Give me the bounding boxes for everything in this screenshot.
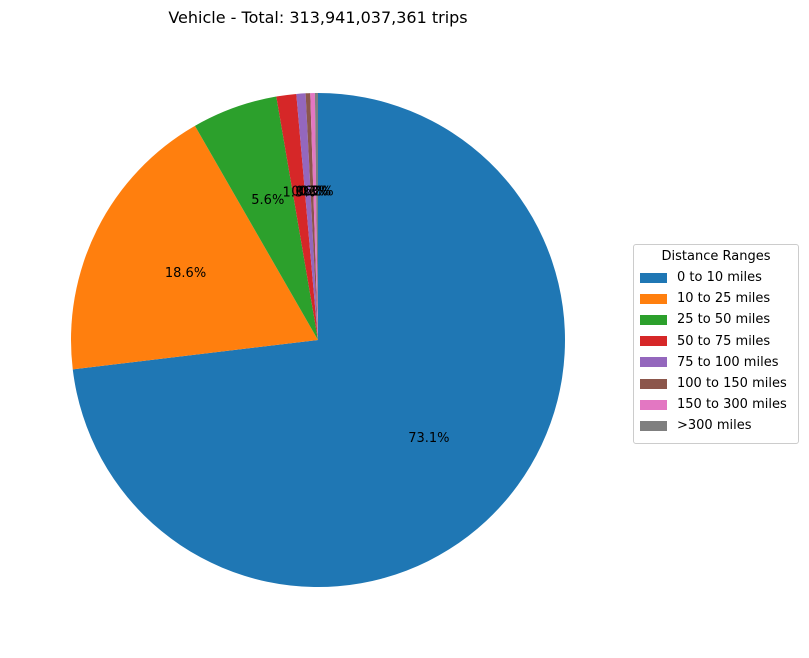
legend-swatch — [640, 336, 667, 347]
legend-item: >300 miles — [640, 415, 792, 436]
pie-slice — [305, 93, 318, 340]
legend-swatch — [640, 399, 667, 410]
legend-swatch — [640, 420, 667, 431]
legend-item: 50 to 75 miles — [640, 331, 792, 352]
pie-slice — [72, 93, 566, 588]
pie-slice — [314, 93, 318, 340]
slice-percent-label: 18.6% — [165, 266, 206, 281]
pie-slice — [296, 93, 318, 340]
pie-slice — [276, 93, 318, 340]
legend-label: 10 to 25 miles — [677, 291, 771, 307]
legend-swatch — [640, 272, 667, 283]
slice-percent-label: 0.6% — [291, 185, 324, 200]
chart-title: Vehicle - Total: 313,941,037,361 trips — [168, 8, 468, 27]
slice-percent-label: 0.3% — [298, 184, 331, 199]
legend-label: >300 miles — [677, 418, 752, 434]
legend-item: 0 to 10 miles — [640, 267, 792, 288]
slice-percent-label: 5.6% — [251, 193, 284, 208]
legend-item: 75 to 100 miles — [640, 352, 792, 373]
legend-swatch — [640, 378, 667, 389]
legend: Distance Ranges 0 to 10 miles 10 to 25 mi… — [633, 244, 799, 444]
slice-percent-label: 1.3% — [282, 186, 315, 201]
legend-swatch — [640, 314, 667, 325]
legend-label: 75 to 100 miles — [677, 354, 779, 370]
pie-labels: 73.1%18.6%5.6%1.3%0.6%0.3%0.3%0.2% — [165, 184, 450, 446]
legend-swatch — [640, 357, 667, 368]
legend-label: 0 to 10 miles — [677, 270, 762, 286]
pie-slice — [70, 125, 318, 370]
legend-items: 0 to 10 miles 10 to 25 miles 25 to 50 mile… — [640, 267, 792, 437]
legend-item: 100 to 150 miles — [640, 373, 792, 394]
slice-percent-label: 0.3% — [295, 184, 328, 199]
slice-percent-label: 73.1% — [408, 431, 449, 446]
slice-percent-label: 0.2% — [301, 184, 334, 199]
legend-item: 150 to 300 miles — [640, 394, 792, 415]
pie-slices — [70, 93, 566, 588]
legend-swatch — [640, 293, 667, 304]
pie-slice — [194, 96, 318, 341]
legend-label: 100 to 150 miles — [677, 376, 787, 392]
legend-item: 25 to 50 miles — [640, 309, 792, 330]
legend-item: 10 to 25 miles — [640, 288, 792, 309]
legend-label: 150 to 300 miles — [677, 397, 787, 413]
legend-label: 25 to 50 miles — [677, 312, 771, 328]
pie-slice — [310, 93, 318, 340]
legend-label: 50 to 75 miles — [677, 333, 771, 349]
legend-title: Distance Ranges — [661, 249, 771, 264]
